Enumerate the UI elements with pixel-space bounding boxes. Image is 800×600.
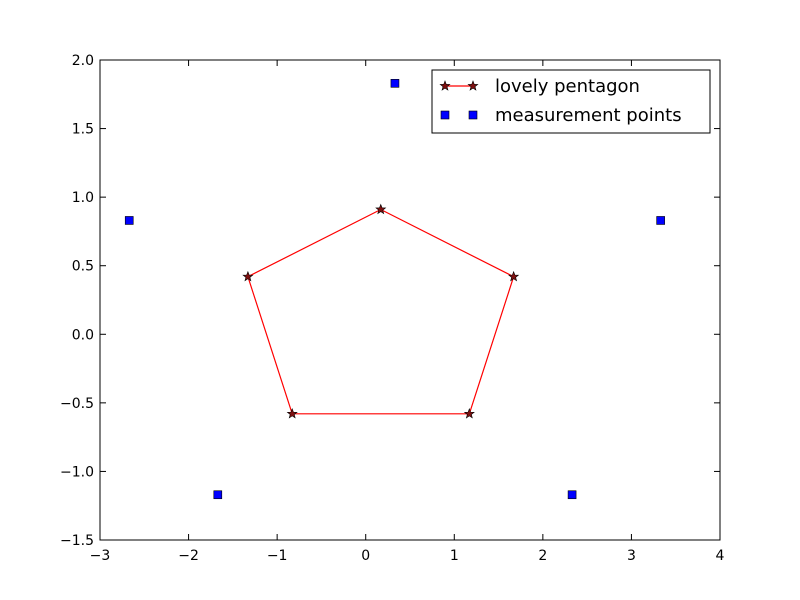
y-tick-label: 2.0	[72, 53, 94, 69]
ticks-layer: −3 −2 −1 0 1 2 3 4 −1.5 −1.0 −0.5 0.0 0.5 1.0 1.5 2.0	[60, 53, 725, 564]
y-tick-label: −0.5	[60, 396, 94, 412]
legend-square-marker	[468, 110, 478, 120]
y-tick-label: 1.5	[72, 122, 94, 138]
y-tick-label: −1.5	[60, 533, 94, 549]
y-tick-label: −1.0	[60, 464, 94, 480]
pentagon-vertex-marker	[375, 203, 387, 215]
x-tick-label: 2	[538, 548, 547, 564]
measurement-point-marker	[567, 490, 577, 500]
measurement-point-marker	[213, 490, 223, 500]
pentagon-vertex-marker	[508, 270, 520, 282]
measurement-point-marker	[390, 79, 400, 88]
legend-square-marker	[440, 110, 450, 120]
legend-box	[431, 69, 711, 134]
plot-area	[100, 60, 720, 540]
legend-star-marker	[439, 80, 451, 91]
pentagon-line	[247, 208, 515, 415]
pentagon-vertex-marker	[242, 270, 254, 282]
x-tick-label: 3	[627, 548, 636, 564]
measurement-point-marker	[656, 216, 665, 225]
legend-star-marker	[467, 80, 479, 91]
pentagon-vertex-marker	[463, 407, 475, 419]
series-1	[124, 79, 665, 500]
y-tick-label: 1.0	[72, 190, 94, 206]
y-tick-label: 0.5	[72, 259, 94, 275]
legend: lovely pentagon measurement points	[431, 69, 711, 134]
measurement-point-marker	[124, 216, 134, 225]
legend-entry-0: lovely pentagon	[439, 76, 640, 97]
series-layer	[124, 79, 665, 500]
x-tick-label: −1	[267, 548, 288, 564]
legend-label: lovely pentagon	[495, 76, 640, 97]
x-tick-label: −3	[90, 548, 111, 564]
legend-entry-1: measurement points	[440, 105, 682, 126]
plot-frame	[99, 59, 721, 541]
legend-entries: lovely pentagon measurement points	[439, 76, 682, 126]
x-tick-label: 1	[450, 548, 459, 564]
series-0	[242, 203, 520, 419]
x-tick-label: 4	[716, 548, 725, 564]
y-tick-label: 0.0	[72, 327, 94, 343]
legend-label: measurement points	[495, 105, 682, 126]
pentagon-vertex-marker	[286, 407, 298, 419]
x-tick-label: −2	[178, 548, 199, 564]
x-tick-label: 0	[361, 548, 370, 564]
